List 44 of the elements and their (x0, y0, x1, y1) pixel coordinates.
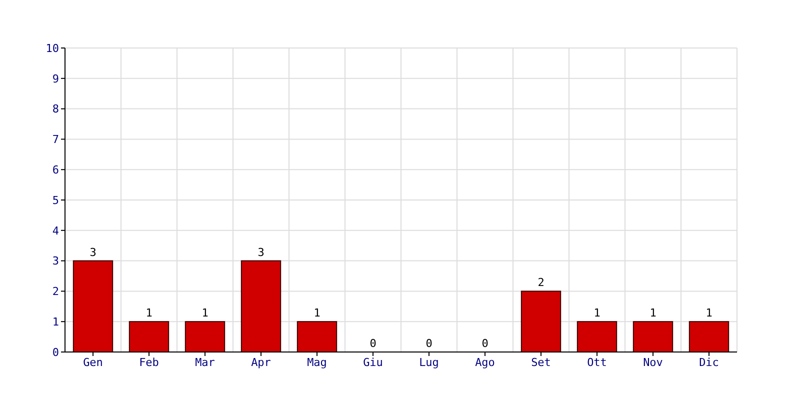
x-tick-label: Feb (139, 356, 159, 369)
data-label: 0 (370, 337, 376, 350)
y-tick-label: 9 (52, 72, 59, 86)
x-tick-label: Lug (419, 356, 439, 369)
data-label: 1 (594, 306, 600, 320)
y-tick-label: 2 (52, 285, 59, 298)
x-tick-label: Nov (643, 356, 664, 369)
y-tick-label: 1 (52, 315, 59, 328)
data-label: 0 (426, 337, 432, 350)
y-tick-label: 5 (52, 194, 59, 207)
data-label: 1 (650, 306, 656, 320)
y-tick-label: 8 (52, 102, 59, 116)
y-tick-label: 3 (52, 254, 59, 268)
bar (576, 321, 618, 352)
bar (688, 321, 730, 352)
data-label: 3 (90, 246, 96, 259)
x-tick-label: Mag (307, 356, 327, 369)
bar (184, 321, 226, 352)
x-tick-label: Set (531, 356, 551, 369)
bar (128, 321, 170, 352)
data-label: 3 (258, 246, 264, 259)
data-label: 1 (146, 306, 152, 320)
data-label: 1 (314, 306, 320, 320)
y-tick-label: 10 (46, 42, 59, 55)
y-tick-label: 4 (52, 224, 60, 238)
bar (72, 260, 114, 352)
bar (240, 260, 282, 352)
x-tick-label: Ago (475, 356, 495, 369)
data-label: 1 (202, 306, 208, 320)
data-label: 1 (706, 306, 712, 320)
x-tick-label: Apr (251, 356, 272, 369)
x-tick-label: Ott (587, 356, 607, 369)
y-tick-label: 7 (52, 133, 59, 146)
bar (632, 321, 674, 352)
x-tick-label: Mar (195, 356, 216, 369)
y-tick-label: 6 (52, 163, 59, 176)
bar (296, 321, 338, 352)
x-tick-label: Giu (363, 356, 383, 369)
data-label: 2 (538, 276, 544, 290)
x-tick-label: Dic (699, 356, 719, 369)
x-tick-label: Gen (83, 356, 103, 369)
y-tick-label: 0 (52, 346, 59, 359)
bar (520, 290, 562, 352)
data-label: 0 (482, 337, 488, 350)
